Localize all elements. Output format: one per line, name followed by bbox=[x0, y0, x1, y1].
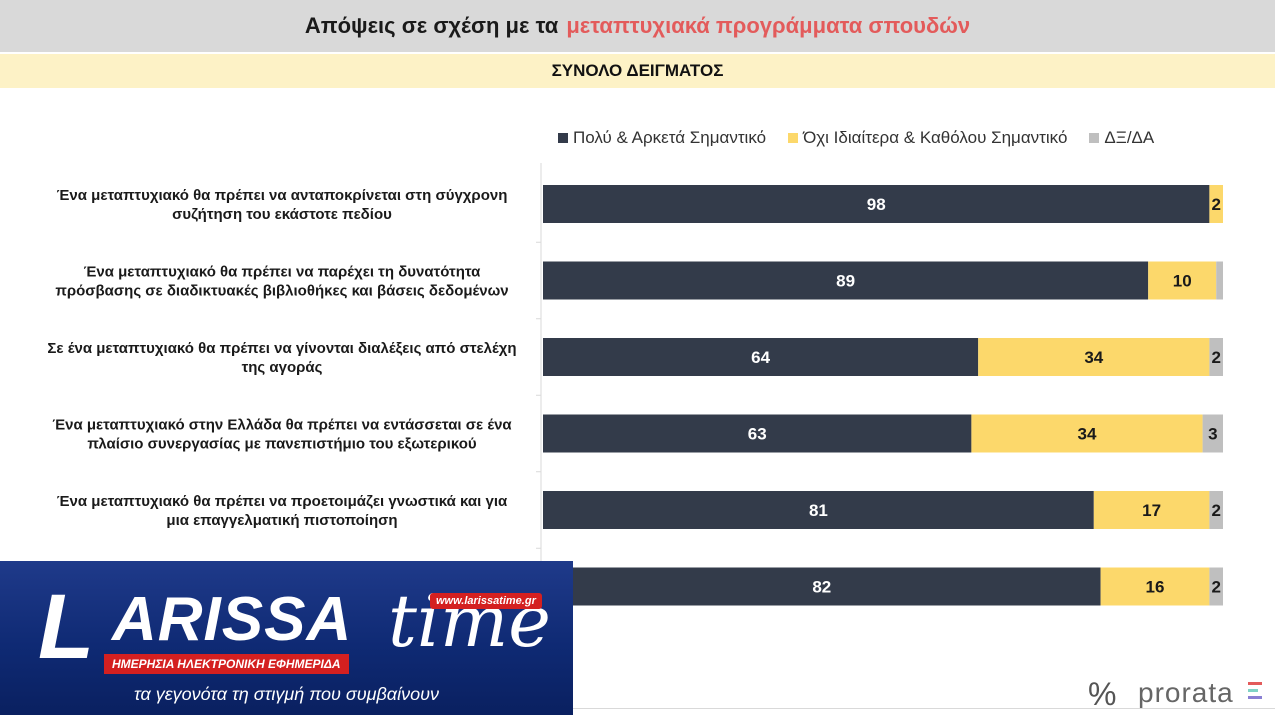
data-label: 3 bbox=[1208, 425, 1217, 444]
logo-url: www.larissatime.gr bbox=[430, 593, 542, 609]
bar-segment bbox=[1216, 261, 1223, 300]
data-label: 98 bbox=[867, 195, 886, 214]
bar-segment bbox=[1093, 491, 1210, 529]
subtitle-text: ΣΥΝΟΛΟ ΔΕΙΓΜΑΤΟΣ bbox=[551, 61, 724, 80]
data-label: 16 bbox=[1146, 578, 1165, 597]
logo-tagline: ΗΜΕΡΗΣΙΑ ΗΛΕΚΤΡΟΝΙΚΗ ΕΦΗΜΕΡΙΔΑ bbox=[104, 654, 349, 674]
chart-legend: Πολύ & Αρκετά Σημαντικό Όχι Ιδιαίτερα & … bbox=[558, 128, 1176, 148]
category-label: Ένα μεταπτυχιακό θα πρέπει να προετοιμάζ… bbox=[57, 493, 508, 510]
category-label: μια επαγγελματική πιστοποίηση bbox=[166, 512, 397, 529]
legend-item-important: Πολύ & Αρκετά Σημαντικό bbox=[558, 128, 766, 148]
data-label: 2 bbox=[1211, 578, 1220, 597]
bar-segment bbox=[1148, 261, 1217, 300]
bar-segment bbox=[543, 567, 1101, 606]
bar-segment bbox=[1202, 414, 1223, 453]
data-label: 2 bbox=[1211, 501, 1220, 520]
larissatime-logo[interactable]: L ARISSA time www.larissatime.gr ΗΜΕΡΗΣΙ… bbox=[0, 561, 573, 715]
data-label: 89 bbox=[836, 272, 855, 291]
title-highlight: μεταπτυχιακά προγράμματα σπουδών bbox=[566, 13, 971, 38]
legend-item-not-important: Όχι Ιδιαίτερα & Καθόλου Σημαντικό bbox=[788, 128, 1067, 148]
legend-item-dk-na: ΔΞ/ΔΑ bbox=[1089, 128, 1154, 148]
page-title: Απόψεις σε σχέση με τα μεταπτυχιακά προγ… bbox=[0, 0, 1275, 52]
data-label: 82 bbox=[812, 578, 831, 597]
category-label: συζήτηση του εκάστοτε πεδίου bbox=[172, 206, 392, 223]
legend-swatch-not-important bbox=[788, 133, 799, 143]
data-label: 17 bbox=[1142, 501, 1161, 520]
logo-slogan: τα γεγονότα τη στιγμή που συμβαίνουν bbox=[134, 684, 439, 704]
footer-divider bbox=[573, 708, 1275, 709]
bar-segment bbox=[971, 414, 1203, 453]
category-label: Ένα μεταπτυχιακό θα πρέπει να ανταποκρίν… bbox=[57, 187, 508, 204]
category-label: Ένα μεταπτυχιακό στην Ελλάδα θα πρέπει ν… bbox=[52, 417, 512, 434]
bar-segment bbox=[1209, 567, 1223, 606]
category-label: πλαίσιο συνεργασίας με πανεπιστήμιο του … bbox=[87, 436, 476, 453]
bar-segment bbox=[1100, 567, 1210, 606]
logo-letter: L bbox=[38, 576, 95, 678]
prorata-mark-icon bbox=[1248, 682, 1264, 706]
bar-segment bbox=[543, 261, 1149, 300]
category-label: της αγοράς bbox=[242, 359, 323, 376]
prorata-logo-text: prorata bbox=[1138, 677, 1234, 708]
data-label: 2 bbox=[1211, 348, 1220, 367]
category-label: Σε ένα μεταπτυχιακό θα πρέπει να γίνοντα… bbox=[47, 340, 516, 357]
bar-segment bbox=[543, 338, 979, 376]
legend-label-important: Πολύ & Αρκετά Σημαντικό bbox=[573, 128, 767, 147]
bar-segment bbox=[1209, 338, 1223, 376]
data-label: 10 bbox=[1173, 272, 1192, 291]
data-label: 34 bbox=[1084, 348, 1103, 367]
legend-swatch-dk-na bbox=[1089, 133, 1100, 143]
logo-brand-word: ARISSA bbox=[112, 585, 353, 654]
legend-label-dk-na: ΔΞ/ΔΑ bbox=[1104, 128, 1155, 147]
data-label: 34 bbox=[1078, 425, 1097, 444]
data-label: 64 bbox=[751, 348, 770, 367]
bar-segment bbox=[1209, 185, 1223, 223]
percent-icon: % bbox=[1088, 676, 1117, 712]
data-label: 2 bbox=[1211, 195, 1220, 214]
data-label: 81 bbox=[809, 501, 828, 520]
bar-segment bbox=[1209, 491, 1223, 529]
bar-segment bbox=[543, 414, 972, 453]
category-label: Ένα μεταπτυχιακό θα πρέπει να παρέχει τη… bbox=[84, 264, 482, 281]
category-label: πρόσβασης σε διαδικτυακές βιβλιοθήκες κα… bbox=[55, 283, 508, 300]
bar-segment bbox=[978, 338, 1210, 376]
data-label: 63 bbox=[748, 425, 767, 444]
legend-swatch-important bbox=[558, 133, 568, 143]
bar-segment bbox=[543, 185, 1210, 223]
legend-label-not-important: Όχι Ιδιαίτερα & Καθόλου Σημαντικό bbox=[803, 128, 1068, 147]
title-main: Απόψεις σε σχέση με τα bbox=[304, 13, 559, 38]
bar-segment bbox=[543, 491, 1094, 529]
page-subtitle: ΣΥΝΟΛΟ ΔΕΙΓΜΑΤΟΣ bbox=[0, 54, 1275, 88]
